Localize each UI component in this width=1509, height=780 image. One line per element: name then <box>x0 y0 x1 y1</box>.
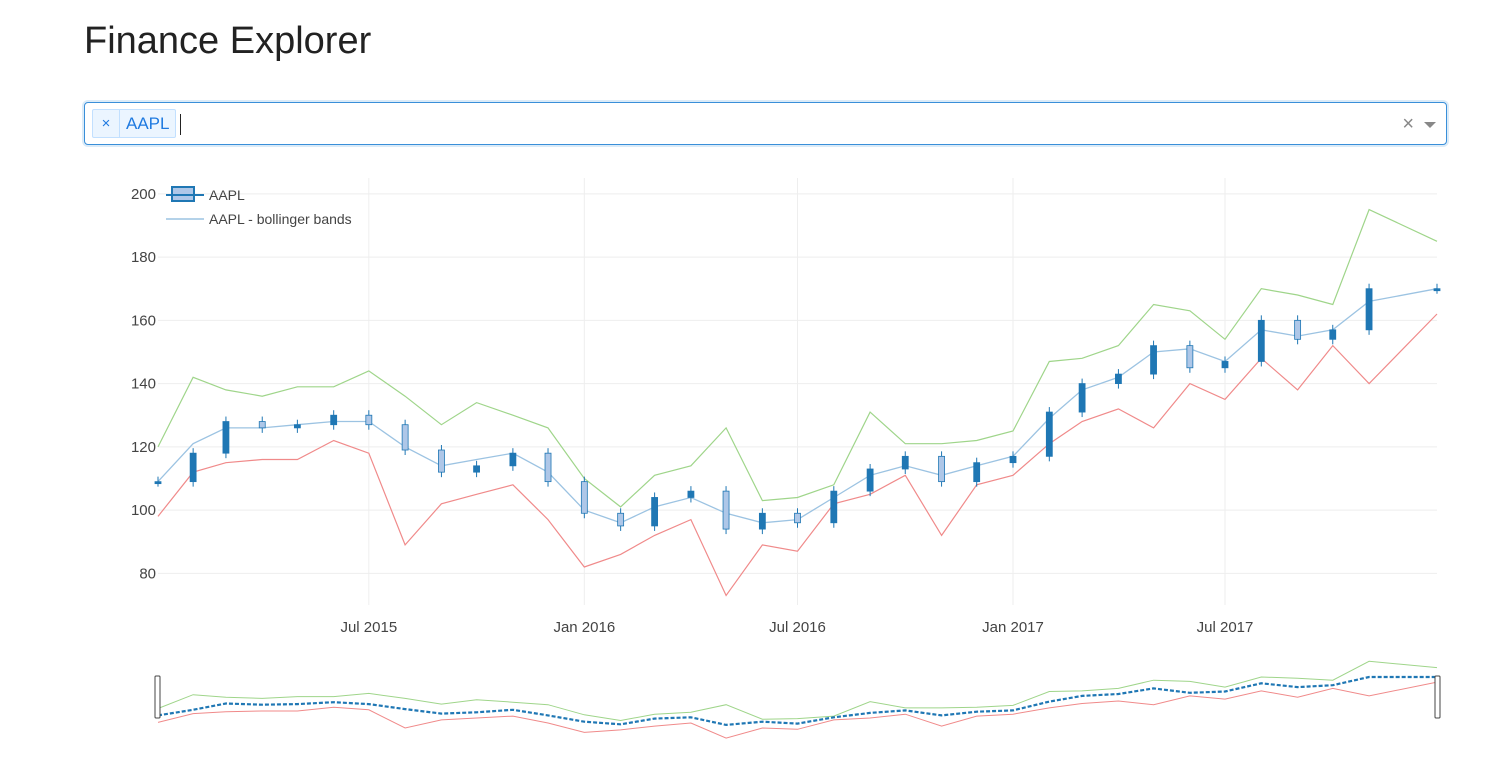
y-tick-label: 140 <box>131 376 156 393</box>
candle-body <box>1150 345 1157 375</box>
candle-body <box>901 455 909 470</box>
candle-body <box>189 452 197 483</box>
x-tick-label: Jan 2017 <box>982 619 1044 636</box>
legend-item-aapl[interactable]: AAPL <box>166 186 245 203</box>
clear-x-icon[interactable]: × <box>1402 113 1414 135</box>
candle-body <box>1186 345 1194 369</box>
y-tick-label: 160 <box>131 312 156 329</box>
tag-label: AAPL <box>126 113 170 133</box>
candle-body <box>794 512 801 524</box>
candle-body <box>830 490 838 524</box>
candle-body <box>438 449 445 473</box>
range-lower-line <box>157 681 1438 739</box>
x-tick-label: Jul 2017 <box>1197 619 1254 636</box>
legend-label-aapl: AAPL <box>209 187 245 203</box>
remove-tag-icon[interactable]: × <box>93 110 120 137</box>
y-tick-label: 120 <box>131 439 156 456</box>
candle-body <box>1009 455 1017 464</box>
candle-body <box>473 465 480 473</box>
x-tick-label: Jul 2016 <box>769 619 826 636</box>
x-tick-label: Jan 2016 <box>553 619 615 636</box>
candle-body <box>544 452 552 483</box>
candle-body <box>293 424 301 429</box>
legend-label-bollinger: AAPL - bollinger bands <box>209 211 352 227</box>
candle-body <box>258 421 266 429</box>
ticker-multiselect[interactable]: × AAPL × <box>84 102 1447 145</box>
text-cursor[interactable] <box>180 114 181 135</box>
range-upper-line <box>157 660 1438 722</box>
candle-body <box>651 497 659 527</box>
candle-body <box>1294 319 1302 340</box>
y-tick-label: 200 <box>131 186 156 203</box>
legend[interactable]: AAPL AAPL - bollinger bands <box>166 186 352 227</box>
range-handle-left[interactable] <box>154 675 161 719</box>
candle-body <box>866 468 874 492</box>
candle-body <box>401 424 409 451</box>
chevron-down-icon[interactable] <box>1424 122 1436 128</box>
candle-body <box>617 512 625 527</box>
y-tick-label: 100 <box>131 502 156 519</box>
grid-layer <box>158 178 1437 605</box>
candle-body <box>1365 288 1373 331</box>
series-layer <box>154 208 1441 597</box>
candle-body <box>1329 329 1337 340</box>
axis-layer: 80 100 120 140 160 180 200 Jul 2015 Jan 2016 Jul … <box>131 186 1253 636</box>
candle-body <box>222 421 230 454</box>
candle-body <box>1433 288 1441 292</box>
bollinger-lower-line <box>157 313 1438 597</box>
candle-body <box>938 455 945 483</box>
range-slider[interactable] <box>154 660 1441 739</box>
candle-body <box>154 481 162 485</box>
x-tick-label: Jul 2015 <box>340 619 397 636</box>
candle-body <box>1115 373 1122 384</box>
candle-body <box>1078 383 1086 413</box>
y-tick-label: 80 <box>139 565 156 582</box>
candle-body <box>687 490 695 498</box>
page-title: Finance Explorer <box>84 20 372 62</box>
range-handle-right[interactable] <box>1434 675 1441 719</box>
legend-item-bollinger[interactable]: AAPL - bollinger bands <box>166 211 352 227</box>
range-price-line <box>157 675 1437 727</box>
candle-body <box>1221 361 1229 369</box>
candle-body <box>330 414 338 426</box>
bollinger-upper-line <box>157 208 1438 508</box>
candle-body <box>1045 411 1053 457</box>
candle-body <box>722 490 730 530</box>
candle-body <box>509 452 517 467</box>
candle-body <box>1257 319 1265 362</box>
y-tick-label: 180 <box>131 249 156 266</box>
candle-body <box>580 481 588 514</box>
candle-body <box>758 512 766 530</box>
candle-body <box>365 414 373 426</box>
selected-tag-aapl: × AAPL <box>92 109 177 138</box>
bollinger-middle-line <box>157 288 1438 524</box>
candle-body <box>973 462 981 483</box>
